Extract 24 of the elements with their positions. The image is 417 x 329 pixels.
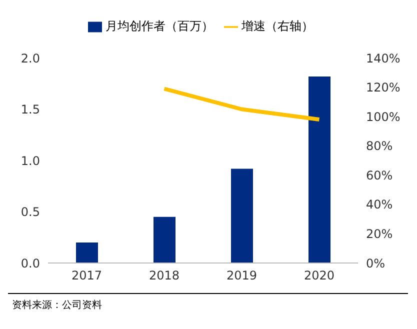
y-tick-label: 1.5 xyxy=(20,102,40,117)
y2-tick-label: 60% xyxy=(366,168,393,182)
text: 资料来源：公司资料 xyxy=(12,298,103,312)
y-tick-label: 1.0 xyxy=(20,154,40,168)
x-tick-label: 2018 xyxy=(148,268,180,283)
x-tick-label: 2019 xyxy=(226,268,258,283)
y-tick-label: 2.0 xyxy=(20,51,40,66)
bar xyxy=(76,242,98,263)
bar xyxy=(154,216,176,263)
y2-tick-label: 140% xyxy=(366,51,400,66)
x-tick-label: 2020 xyxy=(304,268,335,283)
x-tick-label: 2017 xyxy=(71,268,102,283)
y-tick-label: 0.0 xyxy=(20,256,40,270)
bar xyxy=(231,168,253,263)
bar xyxy=(308,76,330,263)
y2-tick-label: 120% xyxy=(366,80,400,95)
y-tick-label: 0.5 xyxy=(20,205,40,220)
y2-tick-label: 20% xyxy=(366,226,393,241)
legend-label: 增速（右轴） xyxy=(242,19,314,33)
y2-tick-label: 0% xyxy=(366,256,386,270)
y2-tick-label: 80% xyxy=(366,139,393,154)
legend-label: 月均创作者（百万） xyxy=(106,19,214,33)
y2-tick-label: 40% xyxy=(366,198,393,212)
y2-tick-label: 100% xyxy=(366,110,400,124)
